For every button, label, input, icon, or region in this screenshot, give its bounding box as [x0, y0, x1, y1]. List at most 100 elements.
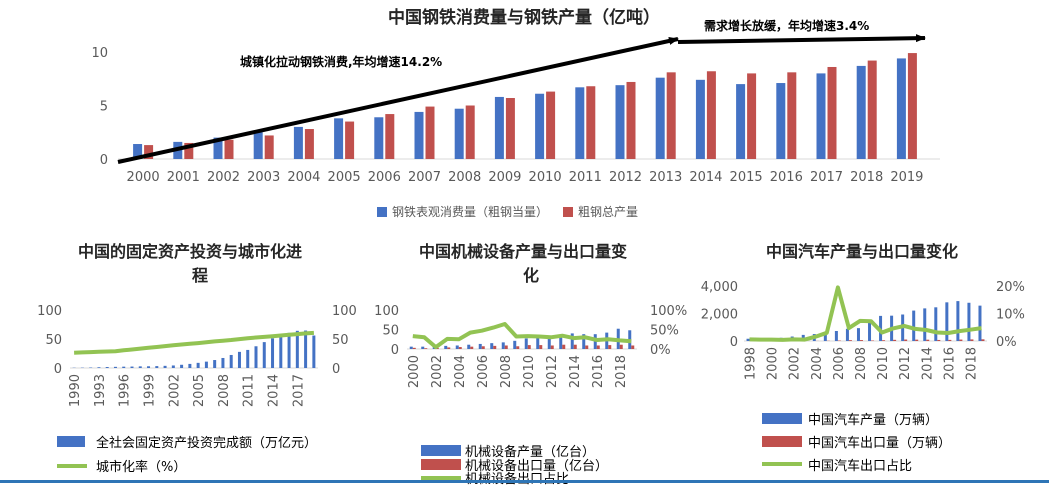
bar [845, 328, 849, 341]
bar [444, 345, 448, 349]
x-tick-label: 2018 [614, 355, 629, 388]
bar [746, 338, 750, 341]
bar [478, 343, 482, 349]
bar [706, 71, 716, 159]
chart-machinery: 中国机械设备产量与出口量变 化 0 50 100 0% 50% 100% 2000 2002… [374, 242, 687, 485]
bar [221, 357, 225, 368]
bar [959, 339, 963, 341]
bar [859, 340, 863, 341]
bar [494, 96, 504, 159]
x-tick-label: 2000 [127, 170, 160, 185]
bar [570, 333, 574, 349]
bar [312, 335, 316, 368]
chart-title-line2: 程 [192, 266, 208, 285]
bar [293, 126, 303, 159]
legend-swatch [421, 459, 461, 470]
y2-tick-label: 50% [650, 324, 679, 339]
bar [304, 330, 308, 368]
bar [188, 363, 192, 368]
bar [816, 73, 826, 159]
y2-tick-label: 10% [996, 308, 1025, 323]
x-tick-label: 2002 [167, 374, 182, 407]
x-tick-label: 2017 [810, 170, 843, 185]
x-tick-label: 2008 [499, 355, 514, 388]
y-tick-label: 50 [45, 333, 62, 348]
bar [867, 60, 877, 160]
bar [279, 335, 283, 368]
legend: 钢铁表观消费量（粗钢当量） 粗钢总产量 [377, 205, 638, 219]
x-tick-label: 2004 [453, 355, 468, 388]
bar [458, 347, 462, 349]
bar [608, 345, 612, 349]
bar [981, 339, 985, 341]
bar [264, 135, 274, 159]
bar [539, 345, 543, 349]
bar [547, 336, 551, 349]
legend-label: 机械设备产量（亿台） [465, 444, 595, 460]
x-tick-label: 1999 [143, 374, 158, 407]
annotation-text-2: 需求增长放缓，年均增速3.4% [704, 18, 869, 33]
annotation-text-1: 城镇化拉动钢铁消费,年均增速14.2% [240, 54, 442, 69]
y-tick-label: 100 [37, 304, 62, 319]
bar [562, 344, 566, 349]
line-urbanization [74, 330, 315, 355]
x-tick-label: 2007 [408, 170, 441, 185]
bar [948, 339, 952, 341]
bar [912, 310, 916, 341]
bar [956, 301, 960, 341]
trend-arrow-2 [677, 34, 926, 44]
x-tick-label: 2011 [569, 170, 602, 185]
bar [582, 334, 586, 349]
x-tick-label: 2012 [609, 170, 642, 185]
bar [505, 98, 515, 159]
bar [834, 330, 838, 341]
bar [868, 322, 872, 341]
bar [229, 354, 233, 368]
y-tick-label: 0 [391, 343, 399, 358]
y-tick-label: 5 [100, 100, 108, 115]
x-tick-label: 1990 [68, 374, 83, 407]
bar [385, 114, 395, 159]
x-tick-label: 2001 [167, 170, 200, 185]
y-tick-label: 2,000 [701, 308, 738, 323]
bar [626, 81, 636, 159]
y-tick-label: 4,000 [701, 280, 738, 295]
legend-swatch [421, 445, 461, 456]
bar [334, 118, 344, 159]
x-tick-label: 1996 [118, 374, 133, 407]
y2-tick-label: 0% [996, 335, 1017, 350]
bar [493, 345, 497, 349]
bar [904, 339, 908, 341]
bar [421, 346, 425, 349]
bar [747, 73, 757, 159]
bar [546, 91, 556, 159]
x-tick-label: 1993 [93, 374, 108, 407]
trend-arrow-1 [117, 37, 679, 164]
chart-investment: 中国的固定资产投资与城市化进 程 0 50 100 0 50 100 1990 1993 19… [37, 242, 357, 475]
bar [454, 108, 464, 159]
chart-title: 中国的固定资产投资与城市化进 [78, 242, 302, 261]
bar [97, 367, 101, 368]
bar [615, 85, 625, 159]
chart-automobile: 中国汽车产量与出口量变化 0 2,000 4,000 0% 10% 20% 1998 200… [701, 242, 1025, 474]
x-tick-label: 2012 [898, 347, 913, 380]
bar [536, 337, 540, 349]
bar [978, 305, 982, 341]
bar [856, 328, 860, 341]
legend-swatch [762, 436, 802, 447]
bar [871, 340, 875, 341]
x-tick-label: 2004 [810, 347, 825, 380]
x-tick-label: 2005 [192, 374, 207, 407]
bar [465, 105, 475, 159]
y2-tick-label: 20% [996, 280, 1025, 295]
bar [138, 366, 142, 368]
y2-tick-label: 50 [332, 333, 349, 348]
bar [893, 339, 897, 341]
bar [535, 93, 545, 159]
bar [937, 339, 941, 341]
bar [287, 332, 291, 368]
line-export-share [749, 285, 982, 342]
bar [271, 338, 275, 368]
bar [224, 139, 234, 159]
